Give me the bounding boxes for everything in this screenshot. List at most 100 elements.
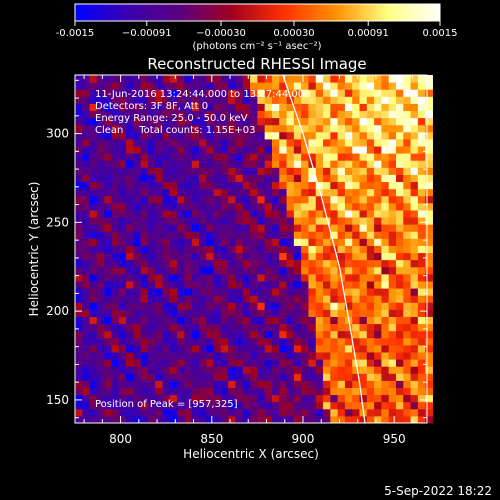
heatmap-cell [235,245,244,254]
heatmap-cell [82,380,91,388]
heatmap-cell [257,288,266,296]
heatmap-cell [403,259,412,268]
heatmap-cell [242,124,251,133]
heatmap-cell [388,344,397,353]
heatmap-cell [220,195,229,204]
heatmap-cell [89,337,98,346]
colorbar-tick-label: −0.00091 [122,28,172,39]
heatmap-cell [250,408,258,417]
heatmap-cell [191,266,200,275]
heatmap-cell [111,309,120,317]
heatmap-cell [162,316,171,325]
heatmap-cell [199,316,207,325]
heatmap-cell [147,89,156,97]
heatmap-cell [264,316,273,325]
heatmap-cell [330,380,339,388]
heatmap-cell [118,259,127,268]
heatmap-cell [184,217,193,225]
heatmap-cell [235,160,244,168]
heatmap-cell [96,273,105,282]
heatmap-cell [89,181,98,190]
heatmap-cell [315,259,324,268]
heatmap-cell [374,408,382,417]
x-axis-label: Heliocentric X (arcsec) [183,447,319,461]
heatmap-cell [286,351,295,360]
heatmap-cell [425,415,433,424]
peak-position-label: Position of Peak = [957,325] [95,399,238,410]
heatmap-cell [257,415,266,424]
heatmap-cell [301,110,309,119]
heatmap-cell [213,89,222,97]
heatmap-cell [315,209,324,218]
heatmap-cell [184,160,193,168]
heatmap-cell [140,330,149,339]
heatmap-cell [155,351,164,360]
heatmap-cell [118,96,127,104]
heatmap-cell [286,366,295,374]
heatmap-cell [257,174,266,183]
heatmap-cell [344,330,353,339]
heatmap-cell [111,103,120,112]
heatmap-cell [133,188,142,197]
heatmap-cell [366,366,375,374]
heatmap-cell [359,387,368,396]
heatmap-cell [366,273,375,282]
heatmap-cell [293,89,302,97]
heatmap-cell [155,174,164,183]
heatmap-cell [177,124,185,133]
heatmap-cell [82,387,91,396]
heatmap-cell [111,252,120,261]
heatmap-cell [301,415,309,424]
heatmap-cell [213,309,222,317]
heatmap-cell [118,89,127,97]
heatmap-cell [213,245,222,254]
heatmap-cell [293,103,302,112]
heatmap-cell [250,224,258,232]
heatmap-cell [410,188,419,197]
heatmap-cell [271,195,280,204]
heatmap-cell [104,117,112,126]
heatmap-cell [111,96,120,104]
heatmap-cell [366,195,375,204]
heatmap-cell [220,75,229,83]
heatmap-cell [315,401,324,410]
heatmap-cell [374,209,382,218]
heatmap-cell [155,280,164,289]
heatmap-cell [344,124,353,133]
heatmap-cell [395,181,404,190]
heatmap-cell [374,380,382,388]
heatmap-cell [352,202,361,211]
heatmap-cell [242,330,251,339]
heatmap-cell [177,415,185,424]
heatmap-cell [417,110,426,119]
heatmap-cell [381,359,390,367]
heatmap-cell [279,217,288,225]
heatmap-cell [104,75,112,83]
heatmap-cell [330,103,339,112]
heatmap-cell [279,181,288,190]
heatmap-cell [323,224,331,232]
heatmap-cell [184,138,193,147]
heatmap-cell [169,160,178,168]
heatmap-cell [147,153,156,161]
heatmap-cell [417,209,426,218]
heatmap-cell [250,209,258,218]
heatmap-cell [177,195,185,204]
heatmap-cell [286,252,295,261]
heatmap-cell [242,359,251,367]
heatmap-cell [257,344,266,353]
heatmap-cell [199,195,207,204]
heatmap-cell [330,366,339,374]
heatmap-cell [235,153,244,161]
heatmap-cell [89,96,98,104]
heatmap-cell [220,146,229,154]
heatmap-cell [308,344,317,353]
heatmap-cell [133,309,142,317]
heatmap-cell [374,401,382,410]
heatmap-cell [155,366,164,374]
heatmap-cell [111,82,120,90]
heatmap-cell [169,366,178,374]
heatmap-cell [89,344,98,353]
heatmap-cell [257,238,266,246]
